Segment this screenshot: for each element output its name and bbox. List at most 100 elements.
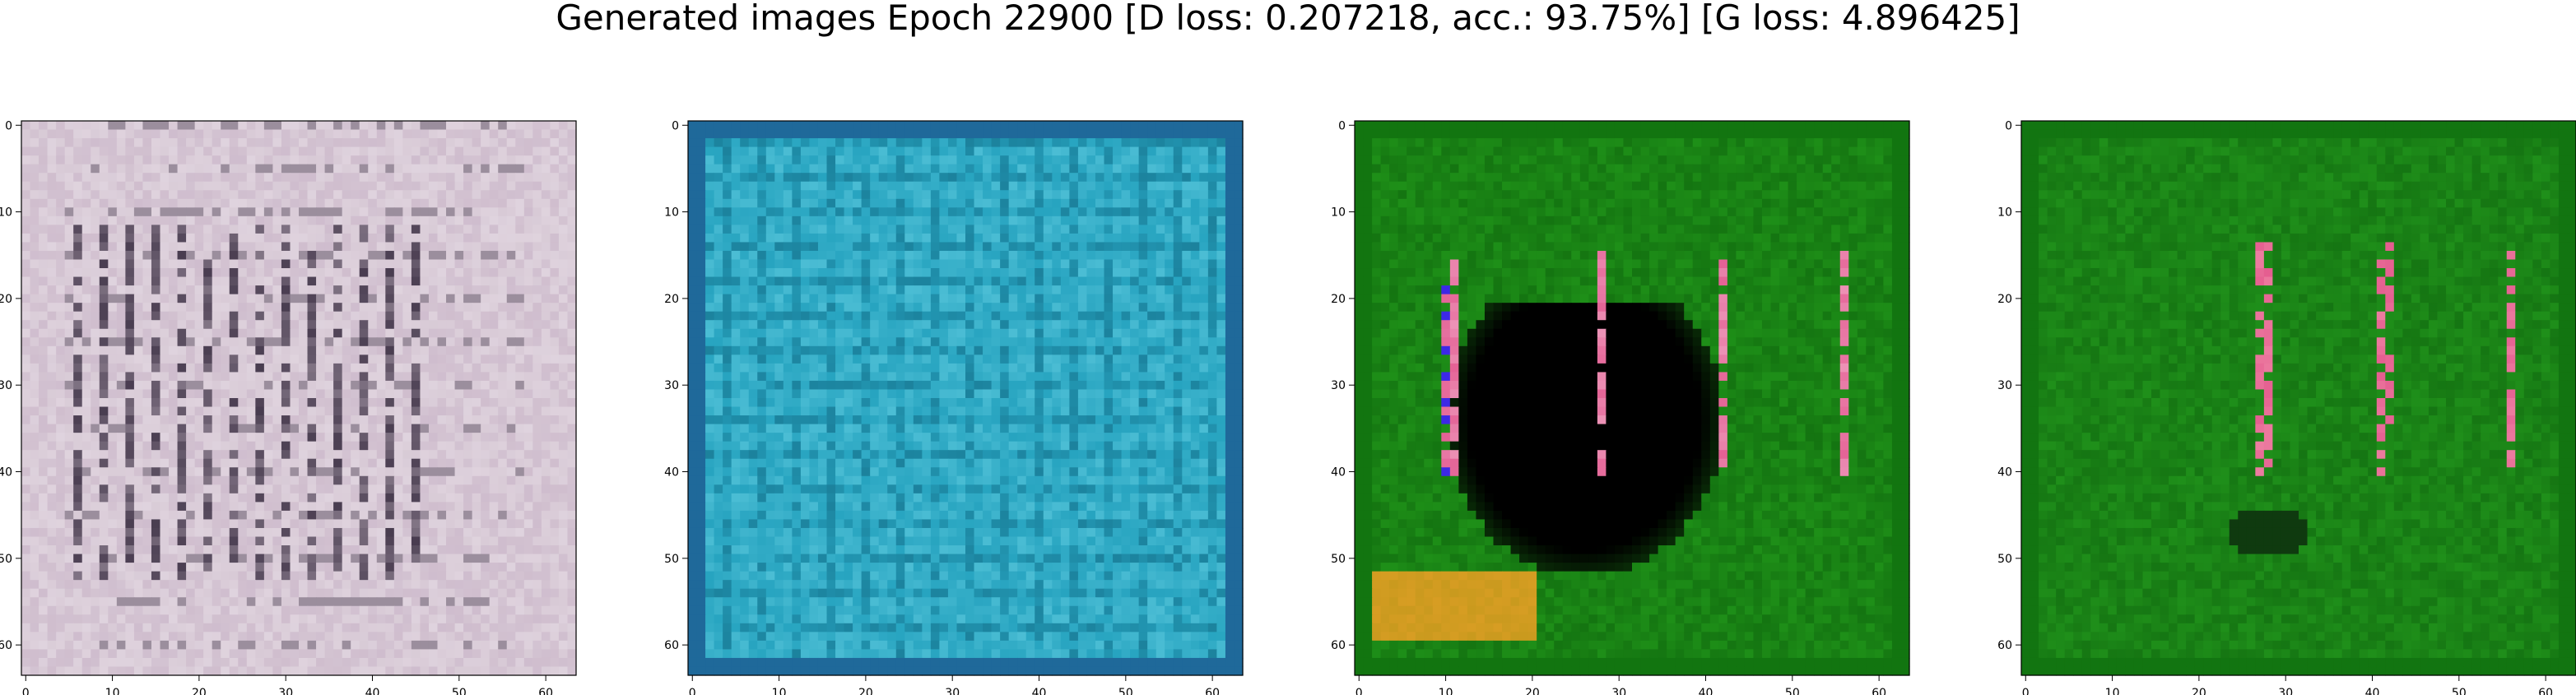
image-pixel	[272, 632, 282, 642]
image-pixel	[177, 276, 187, 286]
image-pixel	[203, 225, 213, 234]
image-pixel	[73, 259, 83, 269]
image-pixel	[714, 215, 723, 225]
image-pixel	[290, 311, 300, 321]
image-pixel	[177, 146, 187, 156]
image-pixel	[411, 484, 421, 494]
image-pixel	[194, 146, 204, 156]
image-pixel	[307, 164, 317, 174]
image-pixel	[21, 372, 31, 382]
image-pixel	[39, 484, 49, 494]
image-pixel	[116, 155, 126, 165]
image-pixel	[30, 657, 40, 668]
image-pixel	[359, 493, 369, 503]
image-pixel	[550, 372, 560, 382]
image-pixel	[1000, 198, 1010, 208]
image-pixel	[774, 155, 784, 165]
image-pixel	[1043, 173, 1053, 183]
image-pixel	[91, 536, 100, 546]
image-pixel	[532, 597, 542, 607]
image-pixel	[472, 450, 481, 460]
image-pixel	[506, 406, 516, 416]
image-pixel	[73, 433, 83, 442]
image-pixel	[878, 207, 888, 217]
image-pixel	[125, 372, 135, 382]
image-pixel	[351, 303, 360, 313]
image-pixel	[723, 138, 732, 148]
image-pixel	[116, 519, 126, 529]
image-pixel	[1025, 215, 1035, 225]
image-pixel	[30, 510, 40, 521]
image-pixel	[359, 190, 369, 200]
image-pixel	[532, 337, 542, 347]
image-pixel	[402, 484, 412, 494]
image-pixel	[1190, 155, 1200, 165]
image-pixel	[765, 233, 775, 243]
image-pixel	[558, 138, 569, 148]
image-pixel	[47, 303, 57, 313]
image-pixel	[255, 527, 265, 538]
image-pixel	[437, 510, 447, 521]
image-pixel	[151, 415, 161, 425]
image-pixel	[376, 467, 386, 477]
image-pixel	[922, 198, 932, 208]
image-pixel	[558, 146, 569, 156]
image-pixel	[359, 554, 369, 563]
image-pixel	[39, 129, 49, 139]
image-pixel	[844, 198, 853, 208]
image-pixel	[39, 398, 49, 408]
image-pixel	[229, 198, 239, 208]
image-pixel	[73, 173, 83, 183]
image-pixel	[229, 389, 239, 399]
image-pixel	[965, 121, 975, 131]
image-pixel	[229, 398, 239, 408]
image-pixel	[783, 129, 793, 139]
image-pixel	[272, 276, 282, 286]
image-pixel	[731, 121, 741, 131]
image-pixel	[125, 450, 135, 460]
image-pixel	[212, 554, 221, 563]
image-pixel	[428, 389, 439, 399]
image-pixel	[108, 354, 118, 364]
image-pixel	[73, 623, 83, 632]
image-pixel	[393, 129, 403, 139]
image-pixel	[39, 510, 49, 521]
image-pixel	[550, 363, 560, 373]
image-pixel	[30, 415, 40, 425]
image-pixel	[1008, 121, 1018, 131]
image-pixel	[688, 173, 698, 183]
image-pixel	[212, 121, 221, 131]
image-pixel	[376, 250, 386, 261]
image-pixel	[740, 181, 750, 191]
image-pixel	[1060, 146, 1070, 156]
image-pixel	[160, 510, 170, 521]
image-pixel	[272, 545, 282, 555]
image-pixel	[844, 164, 853, 174]
image-pixel	[246, 563, 256, 572]
image-pixel	[299, 268, 309, 278]
image-pixel	[1225, 129, 1235, 139]
image-pixel	[73, 571, 83, 581]
image-pixel	[428, 666, 439, 676]
image-pixel	[186, 406, 196, 416]
image-pixel	[895, 138, 905, 148]
image-pixel	[1121, 225, 1131, 234]
image-pixel	[47, 311, 57, 321]
image-pixel	[428, 276, 439, 286]
image-pixel	[56, 380, 66, 391]
image-pixel	[307, 467, 317, 477]
image-pixel	[956, 121, 966, 131]
image-pixel	[108, 605, 118, 615]
image-pixel	[826, 207, 836, 217]
image-pixel	[1165, 190, 1174, 200]
image-pixel	[506, 285, 516, 295]
image-pixel	[1147, 173, 1157, 183]
image-pixel	[558, 545, 569, 555]
image-pixel	[160, 433, 170, 442]
image-pixel	[91, 303, 100, 313]
image-pixel	[376, 623, 386, 632]
image-pixel	[870, 146, 880, 156]
image-pixel	[246, 328, 256, 338]
image-pixel	[281, 233, 291, 243]
image-pixel	[411, 380, 421, 391]
